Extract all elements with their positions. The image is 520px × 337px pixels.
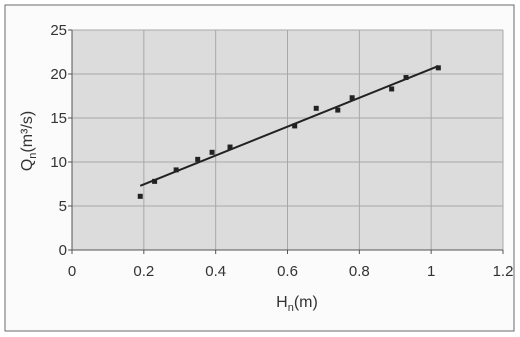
data-point xyxy=(195,156,201,162)
data-point xyxy=(313,105,319,111)
x-axis-title: Hn(m) xyxy=(276,294,318,314)
y-tick-label: 25 xyxy=(50,22,67,39)
y-tick-label: 10 xyxy=(50,154,67,171)
trend-line xyxy=(139,65,439,187)
x-tick-label: 0.6 xyxy=(277,263,298,280)
tick-labels: 0 5 10 15 20 25 0 0.2 0.4 0.6 0.8 1 1.2 xyxy=(50,22,513,280)
y-tick-label: 20 xyxy=(50,66,67,83)
x-tick-label: 1.2 xyxy=(493,263,514,280)
data-point xyxy=(403,75,409,81)
data-point xyxy=(435,65,441,71)
data-point xyxy=(292,123,298,129)
data-point xyxy=(173,167,179,173)
y-tick-label: 0 xyxy=(59,242,67,259)
grid-lines xyxy=(72,29,504,250)
data-point xyxy=(137,193,143,199)
data-points xyxy=(137,65,441,199)
data-point xyxy=(209,149,215,155)
data-point xyxy=(335,107,341,113)
y-tick-label: 15 xyxy=(50,110,67,127)
data-point xyxy=(227,144,233,150)
y-axis-title: Qn(m³/s) xyxy=(19,111,39,171)
y-tick-label: 5 xyxy=(59,198,67,215)
data-point xyxy=(349,95,355,101)
x-tick-label: 0.2 xyxy=(133,263,154,280)
x-tick-label: 0 xyxy=(68,263,76,280)
x-tick-label: 1 xyxy=(427,263,435,280)
axes xyxy=(68,29,504,254)
x-tick-label: 0.8 xyxy=(349,263,370,280)
data-point xyxy=(152,178,158,184)
trendline xyxy=(139,65,439,187)
data-point xyxy=(389,86,395,92)
x-tick-label: 0.4 xyxy=(205,263,226,280)
